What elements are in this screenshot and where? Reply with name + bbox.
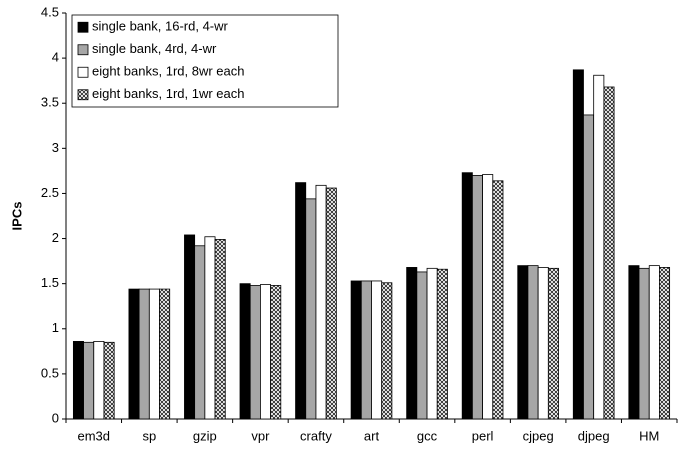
y-tick-label: 3.5 bbox=[41, 95, 59, 110]
y-tick-label: 3 bbox=[52, 140, 59, 155]
bar bbox=[583, 114, 595, 420]
y-tick-label: 4 bbox=[52, 50, 59, 65]
bar bbox=[72, 341, 84, 420]
legend-label: eight banks, 1rd, 8wr each bbox=[92, 64, 244, 79]
bar bbox=[184, 234, 196, 420]
x-tick-label: cjpeg bbox=[523, 428, 554, 443]
bar bbox=[315, 184, 327, 420]
bar bbox=[270, 285, 282, 420]
legend-label: single bank, 16-rd, 4-wr bbox=[92, 19, 229, 34]
bar bbox=[603, 86, 615, 420]
bar bbox=[492, 180, 504, 420]
legend-label: eight banks, 1rd, 1wr each bbox=[92, 86, 244, 101]
x-tick-label: em3d bbox=[78, 428, 111, 443]
bar bbox=[593, 74, 605, 420]
bar bbox=[305, 198, 317, 420]
bar bbox=[537, 267, 549, 420]
bar bbox=[204, 236, 216, 420]
bar bbox=[138, 288, 150, 420]
legend-box bbox=[71, 14, 339, 108]
bar bbox=[93, 341, 105, 420]
bar bbox=[214, 239, 226, 420]
bar bbox=[371, 280, 383, 420]
bar bbox=[350, 280, 362, 420]
bar bbox=[572, 69, 584, 420]
legend-swatch bbox=[77, 21, 89, 33]
bar bbox=[103, 341, 115, 420]
bar bbox=[406, 267, 418, 420]
legend-swatch bbox=[77, 89, 89, 101]
bar bbox=[239, 283, 251, 420]
bar bbox=[436, 268, 448, 420]
bar bbox=[659, 267, 671, 420]
bar bbox=[148, 288, 160, 420]
y-tick-label: 2.5 bbox=[41, 185, 59, 200]
y-tick-label: 0 bbox=[52, 410, 59, 425]
legend-swatch bbox=[77, 44, 89, 56]
bar bbox=[295, 182, 307, 420]
bar bbox=[482, 174, 494, 420]
y-tick-label: 2 bbox=[52, 230, 59, 245]
bar bbox=[527, 265, 539, 420]
bar bbox=[325, 187, 337, 420]
bar bbox=[517, 265, 529, 420]
x-tick-label: gzip bbox=[193, 428, 217, 443]
bar bbox=[159, 288, 171, 420]
bar bbox=[360, 280, 372, 420]
y-tick-label: 4.5 bbox=[41, 4, 59, 19]
x-tick-label: art bbox=[364, 428, 380, 443]
x-tick-label: crafty bbox=[300, 428, 332, 443]
bar bbox=[638, 267, 650, 420]
y-axis-label: IPCs bbox=[9, 202, 24, 231]
y-tick-label: 1 bbox=[52, 320, 59, 335]
bar bbox=[128, 288, 140, 420]
bar bbox=[260, 284, 272, 420]
bar bbox=[648, 265, 660, 420]
bar bbox=[194, 245, 206, 420]
y-tick-label: 0.5 bbox=[41, 365, 59, 380]
x-tick-label: gcc bbox=[417, 428, 438, 443]
x-tick-label: vpr bbox=[251, 428, 270, 443]
bar bbox=[461, 172, 473, 420]
x-tick-label: HM bbox=[639, 428, 659, 443]
bar bbox=[83, 341, 95, 420]
legend-label: single bank, 4rd, 4-wr bbox=[92, 41, 217, 56]
legend-swatch bbox=[77, 66, 89, 78]
bar bbox=[416, 271, 428, 420]
bar bbox=[471, 174, 483, 420]
bar bbox=[381, 282, 393, 420]
bar bbox=[628, 265, 640, 420]
x-tick-label: djpeg bbox=[578, 428, 610, 443]
bar bbox=[547, 267, 559, 420]
x-tick-label: perl bbox=[472, 428, 494, 443]
y-tick-label: 1.5 bbox=[41, 275, 59, 290]
bar bbox=[426, 267, 438, 420]
bar bbox=[249, 285, 261, 420]
x-tick-label: sp bbox=[142, 428, 156, 443]
